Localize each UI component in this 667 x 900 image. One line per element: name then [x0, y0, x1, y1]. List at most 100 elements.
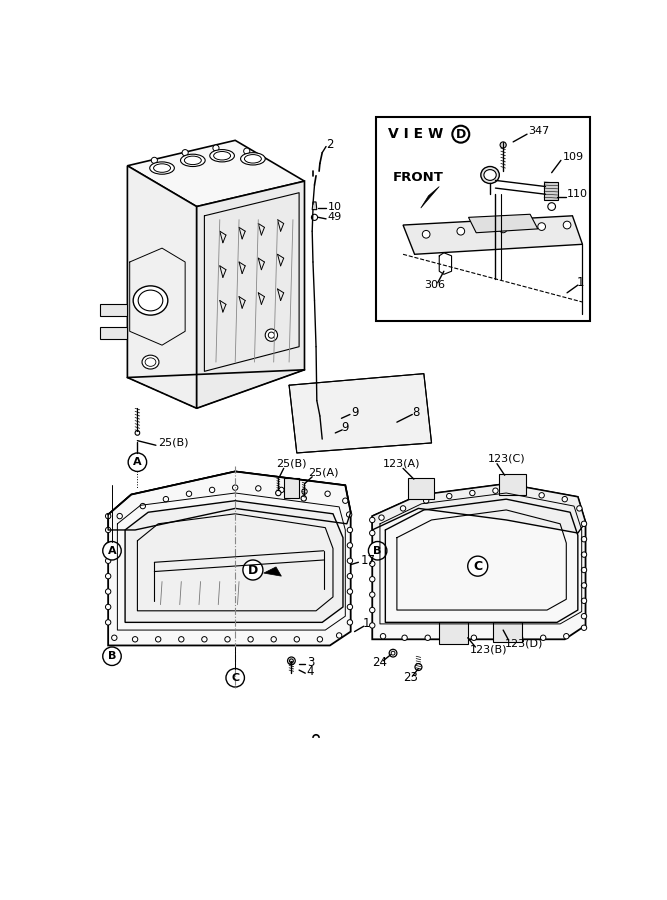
- Circle shape: [243, 148, 250, 154]
- Circle shape: [287, 657, 295, 665]
- Polygon shape: [108, 472, 351, 645]
- Circle shape: [500, 225, 507, 233]
- Circle shape: [225, 636, 230, 642]
- Circle shape: [415, 663, 422, 670]
- Text: 123(D): 123(D): [505, 638, 543, 648]
- Circle shape: [105, 513, 111, 518]
- Circle shape: [582, 552, 587, 557]
- Polygon shape: [493, 623, 522, 643]
- Circle shape: [182, 149, 188, 156]
- Circle shape: [179, 636, 184, 642]
- Circle shape: [279, 487, 284, 492]
- Circle shape: [209, 487, 215, 492]
- Circle shape: [105, 558, 111, 563]
- Text: 9: 9: [351, 406, 358, 419]
- Text: D: D: [247, 563, 258, 577]
- Polygon shape: [468, 214, 538, 233]
- Circle shape: [370, 530, 375, 536]
- Text: D: D: [456, 128, 466, 140]
- Circle shape: [516, 490, 521, 495]
- Circle shape: [452, 126, 470, 142]
- Circle shape: [582, 614, 587, 619]
- Circle shape: [103, 647, 121, 665]
- Circle shape: [348, 573, 353, 579]
- Circle shape: [370, 518, 375, 523]
- Circle shape: [380, 634, 386, 639]
- Ellipse shape: [149, 162, 174, 175]
- Circle shape: [391, 652, 395, 655]
- Text: 1: 1: [576, 276, 584, 289]
- Circle shape: [368, 542, 387, 560]
- Circle shape: [151, 158, 157, 164]
- Polygon shape: [372, 484, 586, 533]
- Circle shape: [424, 498, 429, 503]
- Polygon shape: [289, 374, 432, 453]
- Circle shape: [370, 608, 375, 613]
- Ellipse shape: [481, 166, 500, 184]
- Circle shape: [186, 491, 191, 497]
- Polygon shape: [498, 473, 526, 494]
- Ellipse shape: [145, 358, 156, 366]
- Circle shape: [255, 486, 261, 491]
- Text: 3: 3: [307, 656, 314, 669]
- Circle shape: [336, 633, 342, 638]
- Circle shape: [243, 560, 263, 580]
- Circle shape: [348, 543, 353, 548]
- Circle shape: [582, 536, 587, 542]
- Bar: [376, 117, 590, 321]
- Text: 8: 8: [412, 406, 420, 419]
- Circle shape: [582, 626, 587, 630]
- Circle shape: [201, 636, 207, 642]
- Text: B: B: [108, 652, 116, 662]
- Circle shape: [582, 567, 587, 572]
- Text: 17: 17: [361, 554, 376, 567]
- Ellipse shape: [484, 169, 496, 180]
- Circle shape: [248, 636, 253, 642]
- Circle shape: [111, 635, 117, 641]
- Polygon shape: [127, 140, 305, 207]
- Circle shape: [400, 506, 406, 511]
- Ellipse shape: [210, 149, 234, 162]
- Ellipse shape: [181, 154, 205, 166]
- Text: 25(B): 25(B): [158, 438, 189, 448]
- Text: A: A: [133, 457, 141, 467]
- Polygon shape: [127, 166, 197, 409]
- Circle shape: [379, 515, 384, 520]
- Circle shape: [457, 228, 465, 235]
- Circle shape: [425, 635, 430, 641]
- Circle shape: [500, 142, 506, 148]
- Circle shape: [494, 635, 500, 641]
- Text: 1: 1: [362, 617, 370, 630]
- Circle shape: [265, 329, 277, 341]
- Circle shape: [348, 589, 353, 594]
- Circle shape: [370, 577, 375, 582]
- Circle shape: [311, 214, 317, 220]
- Circle shape: [289, 659, 293, 662]
- Circle shape: [163, 497, 169, 502]
- Circle shape: [518, 635, 523, 641]
- Circle shape: [348, 527, 353, 533]
- Circle shape: [343, 498, 348, 503]
- Circle shape: [105, 604, 111, 609]
- Polygon shape: [408, 478, 434, 500]
- Text: 306: 306: [424, 280, 445, 290]
- Polygon shape: [263, 567, 281, 576]
- Text: C: C: [231, 673, 239, 683]
- Polygon shape: [197, 181, 305, 409]
- Circle shape: [348, 558, 353, 563]
- Circle shape: [226, 669, 244, 687]
- Text: 25(B): 25(B): [276, 459, 307, 469]
- Circle shape: [213, 145, 219, 151]
- Text: 23: 23: [403, 671, 418, 684]
- Polygon shape: [312, 202, 317, 210]
- Circle shape: [548, 202, 556, 211]
- Circle shape: [105, 573, 111, 579]
- Text: FRONT: FRONT: [393, 171, 444, 184]
- Circle shape: [370, 623, 375, 628]
- Circle shape: [577, 506, 582, 511]
- Circle shape: [117, 513, 122, 518]
- Text: 9: 9: [342, 421, 349, 434]
- Text: 123(C): 123(C): [488, 454, 526, 464]
- Circle shape: [338, 417, 343, 421]
- Text: 10: 10: [327, 202, 342, 211]
